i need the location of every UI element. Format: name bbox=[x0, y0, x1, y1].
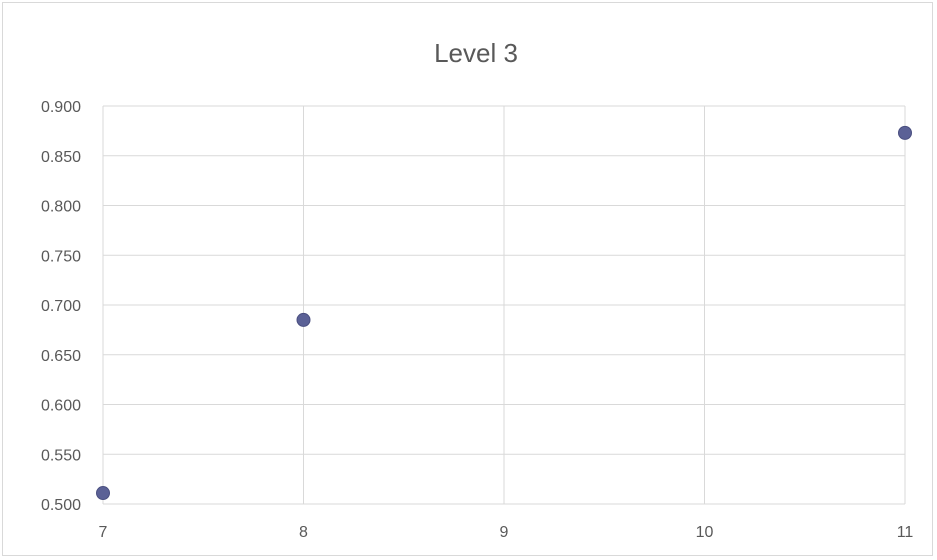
y-tick-label: 0.500 bbox=[41, 497, 81, 514]
chart-title: Level 3 bbox=[434, 38, 518, 68]
y-tick-label: 0.850 bbox=[41, 149, 81, 166]
x-tick-label: 7 bbox=[99, 524, 108, 541]
x-tick-label: 10 bbox=[696, 524, 714, 541]
data-point bbox=[296, 312, 311, 327]
x-tick-label: 8 bbox=[299, 524, 308, 541]
data-points bbox=[96, 125, 912, 501]
y-tick-label: 0.900 bbox=[41, 99, 81, 116]
gridlines bbox=[102, 105, 906, 505]
data-point bbox=[96, 486, 110, 501]
x-tick-label: 9 bbox=[500, 524, 509, 541]
y-tick-label: 0.600 bbox=[41, 398, 81, 415]
y-tick-label: 0.750 bbox=[41, 248, 81, 265]
y-axis-tick-labels: 0.500 0.550 0.600 0.650 0.700 0.750 0.800 0.850… bbox=[41, 99, 81, 514]
y-tick-label: 0.700 bbox=[41, 298, 81, 315]
y-tick-label: 0.550 bbox=[41, 447, 81, 464]
x-tick-label: 11 bbox=[897, 524, 914, 541]
y-tick-label: 0.800 bbox=[41, 199, 81, 216]
y-tick-label: 0.650 bbox=[41, 348, 81, 365]
x-axis-tick-labels: 7 8 9 10 11 bbox=[99, 524, 914, 541]
data-point bbox=[898, 125, 912, 140]
